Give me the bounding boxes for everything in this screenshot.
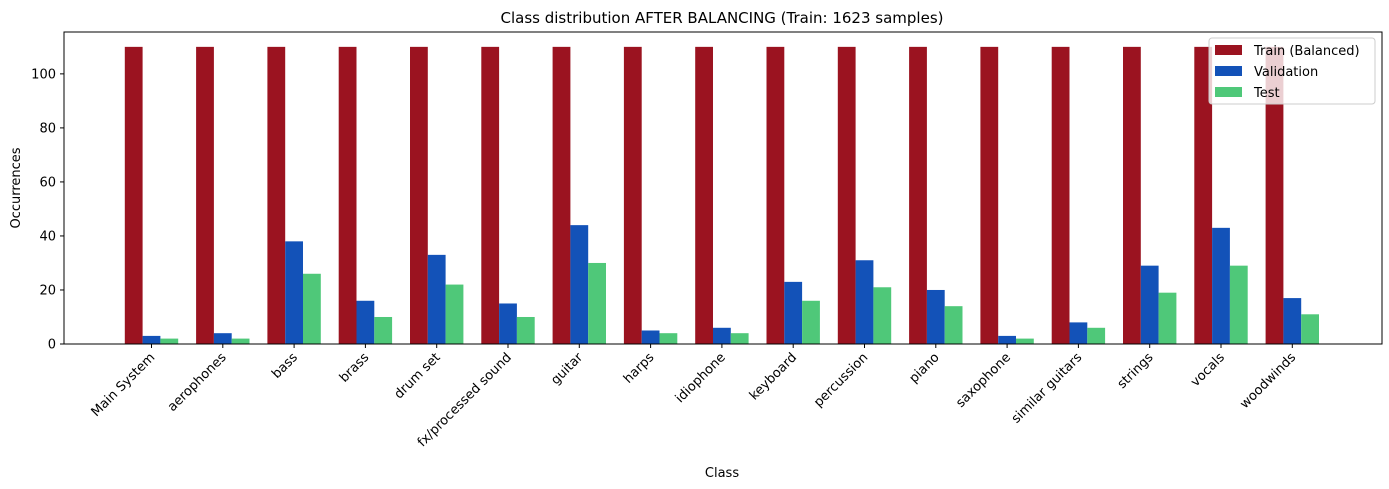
bar-validation-9: [784, 281, 803, 344]
bar-validation-3: [356, 300, 375, 344]
bar-validation-4: [427, 254, 446, 344]
bar-test-7: [659, 333, 678, 344]
bars-layer: [124, 46, 1319, 345]
bar-test-2: [303, 273, 321, 344]
legend-label-validation: Validation: [1254, 65, 1318, 80]
bar-test-10: [873, 287, 892, 344]
bar-validation-2: [285, 241, 303, 344]
bar-train-1: [196, 46, 214, 345]
x-tick-label-3: brass: [337, 350, 373, 386]
legend-swatch-validation: [1215, 66, 1242, 76]
bar-train-9: [766, 46, 785, 345]
x-tick-label-4: drum set: [392, 350, 444, 402]
bar-train-4: [410, 46, 428, 345]
bar-train-16: [1265, 46, 1284, 345]
bar-test-1: [231, 338, 250, 344]
bar-train-12: [980, 46, 999, 345]
bar-train-2: [267, 46, 286, 345]
y-tick-label-3: 60: [39, 175, 56, 190]
x-tick-label-2: bass: [269, 350, 301, 382]
legend-box: [1208, 37, 1376, 105]
x-tick-label-8: idiophone: [673, 350, 729, 406]
bar-test-13: [1087, 327, 1106, 344]
x-axis: Main System aerophones bass brass drum setfx…: [89, 344, 1299, 450]
bar-validation-5: [499, 303, 517, 344]
bar-test-14: [1158, 292, 1177, 344]
bar-train-13: [1051, 46, 1070, 345]
bar-validation-10: [855, 260, 874, 344]
x-tick-label-12: saxophone: [953, 350, 1014, 411]
legend: Train (Balanced) Validation Test: [1208, 37, 1376, 105]
bar-train-15: [1194, 46, 1213, 345]
bar-train-5: [481, 46, 500, 345]
x-tick-label-6: guitar: [548, 350, 586, 388]
bar-validation-11: [926, 289, 945, 344]
bar-validation-14: [1140, 265, 1159, 344]
legend-label-train: Train (Balanced): [1253, 44, 1360, 59]
x-tick-label-13: similar guitars: [1009, 350, 1086, 427]
bar-validation-15: [1212, 227, 1230, 344]
plot-frame: [63, 31, 1383, 345]
bar-train-10: [837, 46, 856, 345]
bar-test-9: [802, 300, 820, 344]
y-tick-label-4: 80: [39, 121, 56, 136]
bar-test-6: [588, 262, 606, 344]
bar-test-12: [1016, 338, 1034, 344]
bar-train-6: [552, 46, 571, 345]
x-tick-label-0: Main System: [89, 350, 159, 420]
y-tick-label-5: 100: [31, 67, 56, 82]
bar-train-0: [124, 46, 143, 345]
bar-test-15: [1229, 265, 1248, 344]
bar-validation-7: [641, 330, 660, 344]
bar-validation-13: [1069, 322, 1088, 344]
x-tick-label-10: percussion: [811, 350, 871, 410]
legend-swatch-test: [1215, 87, 1242, 97]
bar-validation-1: [213, 333, 232, 344]
bar-validation-0: [142, 335, 161, 344]
y-tick-label-1: 20: [39, 283, 56, 298]
y-axis-label: Occurrences: [9, 147, 24, 228]
bar-validation-12: [998, 335, 1016, 344]
x-tick-label-11: piano: [907, 350, 943, 386]
x-tick-label-1: aerophones: [165, 350, 230, 415]
bar-train-11: [909, 46, 927, 345]
x-tick-label-7: harps: [621, 350, 658, 387]
bar-test-11: [944, 306, 963, 344]
bar-train-14: [1123, 46, 1141, 345]
bar-train-7: [623, 46, 642, 345]
x-tick-label-14: strings: [1115, 350, 1157, 392]
bar-test-3: [374, 316, 393, 344]
bar-test-4: [445, 284, 464, 344]
x-tick-label-15: vocals: [1188, 350, 1228, 390]
legend-label-test: Test: [1253, 86, 1280, 101]
x-axis-label: Class: [705, 466, 739, 481]
bar-validation-16: [1283, 298, 1302, 344]
y-tick-label-2: 40: [39, 229, 56, 244]
x-tick-label-9: keyboard: [747, 350, 800, 403]
bar-test-16: [1301, 314, 1319, 344]
bar-train-8: [695, 46, 713, 345]
bar-validation-8: [713, 327, 731, 344]
y-axis: 0 20 40 60 80 100: [31, 67, 64, 353]
y-tick-label-0: 0: [48, 338, 56, 353]
chart-title: Class distribution AFTER BALANCING (Trai…: [501, 9, 944, 27]
legend-swatch-train: [1215, 45, 1242, 55]
x-tick-label-16: woodwinds: [1237, 350, 1299, 412]
bar-test-0: [160, 338, 179, 344]
bar-validation-6: [570, 225, 589, 344]
bar-test-8: [730, 333, 749, 344]
bar-test-5: [516, 316, 535, 344]
bar-train-3: [338, 46, 357, 345]
